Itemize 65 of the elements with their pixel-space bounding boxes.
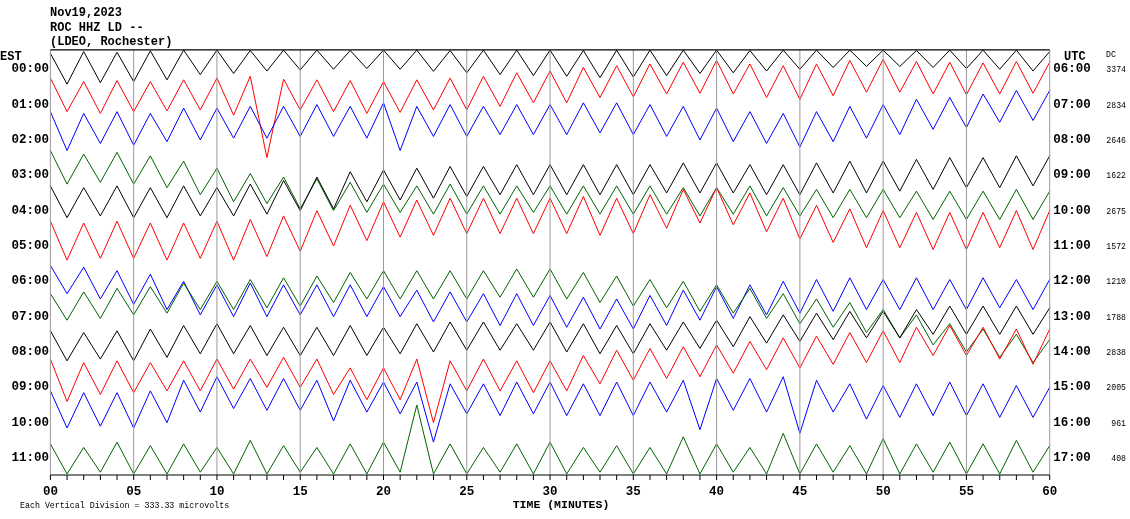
x-tick-label: 50 xyxy=(875,485,891,499)
line-series xyxy=(49,376,1051,443)
text: Each Vertical Division = 333.33 microvolts xyxy=(20,501,230,510)
y-tick-label: 11:00 xyxy=(11,451,49,466)
y2-tick-label: 16:00 xyxy=(1053,415,1091,430)
line-series xyxy=(49,305,1051,362)
y-tick-label: 03:00 xyxy=(11,168,49,183)
y-axis-title: EST xyxy=(0,50,22,64)
line-series xyxy=(49,58,1051,159)
y-tick-label: 10:00 xyxy=(11,415,49,430)
y2-tick-label: 17:00 xyxy=(1053,451,1091,466)
text: 2005 xyxy=(1106,382,1127,392)
line-series xyxy=(49,89,1051,152)
text: DC xyxy=(1106,49,1116,59)
x-axis-title: TIME (MINUTES) xyxy=(512,497,610,511)
y-tick-label: 04:00 xyxy=(11,203,49,218)
x-tick-label: 00 xyxy=(42,485,58,499)
text: 961 xyxy=(1111,418,1127,428)
text: 1788 xyxy=(1106,312,1127,322)
y2-tick-label: 10:00 xyxy=(1053,203,1091,218)
text: 1572 xyxy=(1106,241,1127,251)
line-series xyxy=(49,187,1051,261)
x-tick-label: 15 xyxy=(292,485,308,499)
y-tick-label: 00:00 xyxy=(11,62,49,77)
y-tick-label: 01:00 xyxy=(11,97,49,112)
line-series xyxy=(49,268,1051,364)
y2-tick-label: 12:00 xyxy=(1053,274,1091,289)
x-tick-label: 60 xyxy=(1042,485,1058,499)
y2-tick-label: 11:00 xyxy=(1053,238,1091,253)
y2-tick-label: 15:00 xyxy=(1053,380,1091,395)
text: 2675 xyxy=(1106,206,1127,216)
x-tick-label: 05 xyxy=(126,485,142,499)
y2-axis-title: UTC xyxy=(1064,50,1086,64)
line-series xyxy=(49,264,1051,330)
x-tick-label: 25 xyxy=(459,485,475,499)
x-tick-label: 35 xyxy=(625,485,641,499)
text: 3374 xyxy=(1106,64,1127,74)
x-tick-label: 30 xyxy=(542,485,558,499)
x-tick-label: 10 xyxy=(209,485,225,499)
y-tick-label: 02:00 xyxy=(11,132,49,147)
y2-tick-label: 09:00 xyxy=(1053,168,1091,183)
y-tick-label: 09:00 xyxy=(11,380,49,395)
x-tick-label: 55 xyxy=(958,485,974,499)
text: 2838 xyxy=(1106,347,1127,357)
line-series xyxy=(49,324,1051,424)
y-tick-label: 07:00 xyxy=(11,309,49,324)
y2-tick-label: 07:00 xyxy=(1053,97,1091,112)
x-tick-label: 45 xyxy=(792,485,808,499)
x-tick-label: 40 xyxy=(709,485,725,499)
text: 1622 xyxy=(1106,170,1127,180)
chart-title: Nov19,2023 xyxy=(50,6,123,20)
y-tick-label: 05:00 xyxy=(11,238,49,253)
text: (LDEO, Rochester) xyxy=(50,35,173,49)
text: 2646 xyxy=(1106,135,1127,145)
y2-tick-label: 08:00 xyxy=(1053,132,1091,147)
y2-tick-label: 14:00 xyxy=(1053,345,1091,359)
chart-subtitle: ROC HHZ LD -- xyxy=(50,20,144,35)
y2-tick-label: 13:00 xyxy=(1053,309,1091,324)
y2-tick-label: 06:00 xyxy=(1053,62,1091,77)
y-tick-label: 06:00 xyxy=(11,274,49,289)
text: 1210 xyxy=(1106,276,1127,286)
text: 2834 xyxy=(1106,100,1127,110)
y-tick-label: 08:00 xyxy=(11,345,49,359)
x-tick-label: 20 xyxy=(375,485,392,499)
text: 408 xyxy=(1111,453,1127,463)
